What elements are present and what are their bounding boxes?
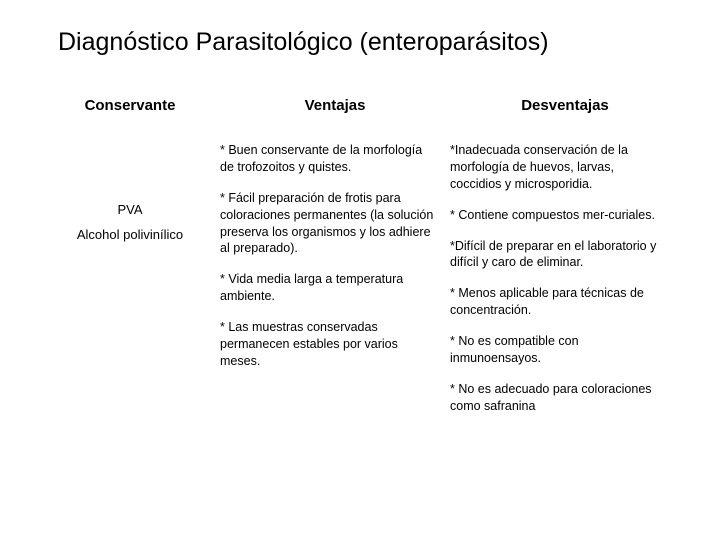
advantage-item: * Buen conservante de la morfología de t… <box>220 142 434 176</box>
header-ventajas: Ventajas <box>220 97 450 142</box>
row-label-sub: Alcohol polivinílico <box>77 227 183 242</box>
header-conservante: Conservante <box>40 97 220 142</box>
advantages-cell: * Buen conservante de la morfología de t… <box>220 142 450 429</box>
disadvantage-item: *Difícil de preparar en el laboratorio y… <box>450 238 664 272</box>
row-label: PVA Alcohol polivinílico <box>40 142 220 429</box>
header-desventajas: Desventajas <box>450 97 680 142</box>
row-label-main: PVA <box>40 202 220 217</box>
disadvantage-item: * Menos aplicable para técnicas de conce… <box>450 285 664 319</box>
advantage-item: * Vida media larga a temperatura ambient… <box>220 271 434 305</box>
disadvantage-item: * No es compatible con inmunoensayos. <box>450 333 664 367</box>
disadvantage-item: * No es adecuado para coloraciones como … <box>450 381 664 415</box>
comparison-table: Conservante Ventajas Desventajas PVA Alc… <box>40 97 680 429</box>
disadvantage-item: * Contiene compuestos mer-curiales. <box>450 207 664 224</box>
advantage-item: * Fácil preparación de frotis para color… <box>220 190 434 258</box>
disadvantage-item: *Inadecuada conservación de la morfologí… <box>450 142 664 193</box>
disadvantages-cell: *Inadecuada conservación de la morfologí… <box>450 142 680 429</box>
page-title: Diagnóstico Parasitológico (enteroparási… <box>58 28 680 57</box>
advantage-item: * Las muestras conservadas permanecen es… <box>220 319 434 370</box>
